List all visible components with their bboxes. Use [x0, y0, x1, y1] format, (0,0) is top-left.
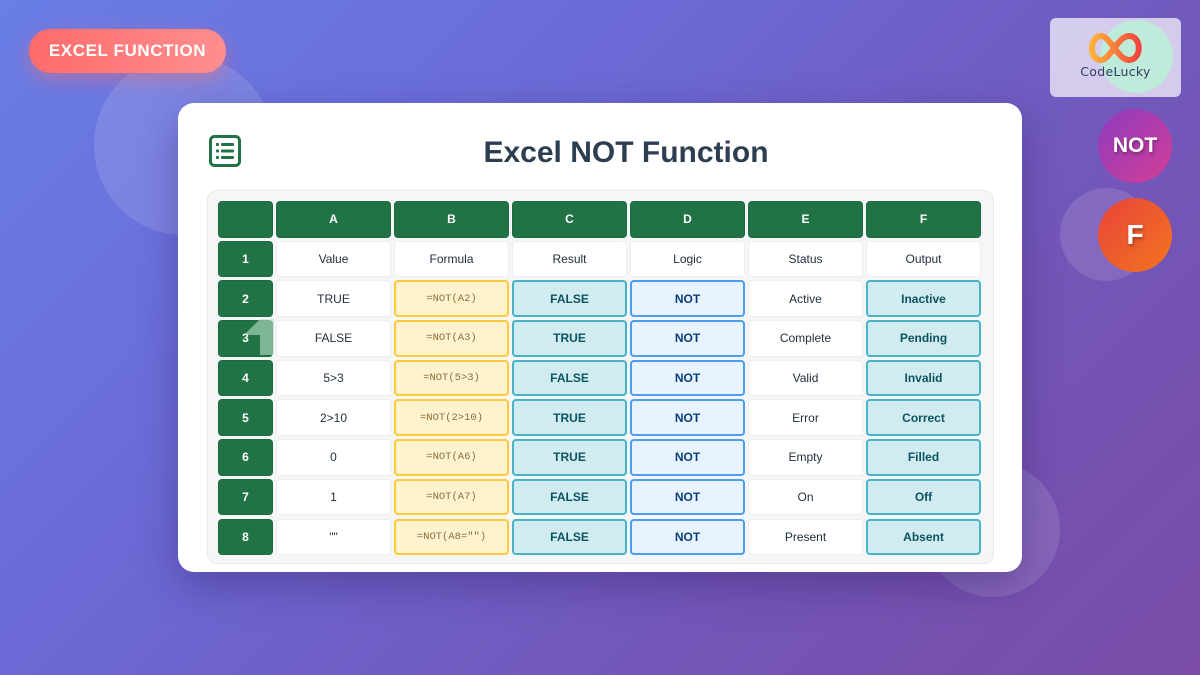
cell-value[interactable]: ""	[276, 518, 391, 555]
cell-result[interactable]: FALSE	[512, 280, 627, 317]
cell-value[interactable]: 1	[276, 478, 391, 516]
page-title: Excel NOT Function	[483, 136, 769, 169]
cell-formula[interactable]: =NOT(A3)	[394, 320, 509, 357]
cell-logic[interactable]: NOT	[630, 399, 745, 436]
row-header[interactable]: 6	[218, 439, 273, 476]
cell-label-logic[interactable]: Logic	[630, 240, 745, 278]
excel-function-badge: EXCEL FUNCTION	[29, 29, 226, 73]
cell-logic[interactable]: NOT	[630, 280, 745, 317]
cell-label-result[interactable]: Result	[512, 240, 627, 278]
row-header[interactable]: 5	[218, 399, 273, 436]
cell-status[interactable]: On	[748, 478, 863, 516]
infinity-logo-icon	[1089, 32, 1142, 64]
row-header[interactable]: 2	[218, 280, 273, 317]
cell-status[interactable]: Empty	[748, 439, 863, 476]
cell-label-formula[interactable]: Formula	[394, 240, 509, 278]
cell-output[interactable]: Off	[866, 478, 981, 516]
codelucky-logo: CodeLucky	[1050, 18, 1181, 97]
cell-logic[interactable]: NOT	[630, 359, 745, 397]
cell-output[interactable]: Correct	[866, 399, 981, 436]
cell-output[interactable]: Filled	[866, 439, 981, 476]
cell-result[interactable]: FALSE	[512, 359, 627, 397]
logo-text: CodeLucky	[1080, 64, 1151, 79]
row-header[interactable]: 7	[218, 478, 273, 516]
cell-logic[interactable]: NOT	[630, 320, 745, 357]
cell-status[interactable]: Present	[748, 518, 863, 555]
cell-formula[interactable]: =NOT(A2)	[394, 280, 509, 317]
cell-value[interactable]: FALSE	[276, 320, 391, 357]
column-header-a[interactable]: A	[276, 201, 391, 238]
list-icon	[209, 135, 241, 167]
cell-result[interactable]: TRUE	[512, 439, 627, 476]
cell-result[interactable]: FALSE	[512, 518, 627, 555]
cell-label-status[interactable]: Status	[748, 240, 863, 278]
cell-output[interactable]: Absent	[866, 518, 981, 555]
cell-result[interactable]: FALSE	[512, 478, 627, 516]
cell-formula[interactable]: =NOT(5>3)	[394, 359, 509, 397]
cell-logic[interactable]: NOT	[630, 439, 745, 476]
cell-value[interactable]: 5>3	[276, 359, 391, 397]
column-header-e[interactable]: E	[748, 201, 863, 238]
cell-value[interactable]: 0	[276, 439, 391, 476]
cell-value[interactable]: 2>10	[276, 399, 391, 436]
cell-logic[interactable]: NOT	[630, 478, 745, 516]
cell-output[interactable]: Inactive	[866, 280, 981, 317]
row-header[interactable]: 4	[218, 359, 273, 397]
cell-formula[interactable]: =NOT(A7)	[394, 478, 509, 516]
not-badge: NOT	[1098, 109, 1172, 183]
cell-logic[interactable]: NOT	[630, 518, 745, 555]
spreadsheet-grid: A B C D E F 1 Value Formula Result Logic…	[218, 201, 983, 555]
column-header-b[interactable]: B	[394, 201, 509, 238]
row-header[interactable]: 8	[218, 518, 273, 555]
cell-formula[interactable]: =NOT(A8="")	[394, 518, 509, 555]
cell-result[interactable]: TRUE	[512, 399, 627, 436]
cell-status[interactable]: Error	[748, 399, 863, 436]
cell-status[interactable]: Complete	[748, 320, 863, 357]
corner-cell[interactable]	[218, 201, 273, 238]
cell-output[interactable]: Pending	[866, 320, 981, 357]
column-header-c[interactable]: C	[512, 201, 627, 238]
cell-status[interactable]: Active	[748, 280, 863, 317]
excel-card: Excel NOT Function A B C D E F 1 Value F…	[178, 103, 1022, 572]
cell-status[interactable]: Valid	[748, 359, 863, 397]
row-header[interactable]: 1	[218, 240, 273, 278]
column-header-f[interactable]: F	[866, 201, 981, 238]
cell-result[interactable]: TRUE	[512, 320, 627, 357]
row-header[interactable]: 3	[218, 320, 273, 357]
cell-formula[interactable]: =NOT(A6)	[394, 439, 509, 476]
function-f-badge: F	[1098, 198, 1172, 272]
cell-output[interactable]: Invalid	[866, 359, 981, 397]
column-header-d[interactable]: D	[630, 201, 745, 238]
cell-label-output[interactable]: Output	[866, 240, 981, 278]
spreadsheet: A B C D E F 1 Value Formula Result Logic…	[207, 190, 994, 564]
cell-value[interactable]: TRUE	[276, 280, 391, 317]
cell-formula[interactable]: =NOT(2>10)	[394, 399, 509, 436]
cell-label-value[interactable]: Value	[276, 240, 391, 278]
